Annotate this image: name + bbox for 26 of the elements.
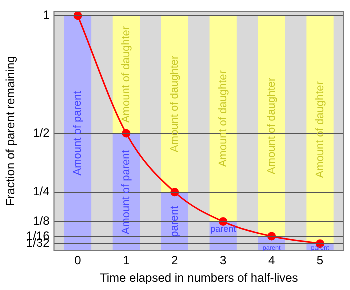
data-label: Amount of daughter	[168, 55, 181, 152]
data-label: Amount of daughter	[217, 70, 230, 168]
y-tick-label: 1	[43, 8, 50, 22]
bar	[210, 16, 237, 222]
x-axis-title: Time elapsed in numbers of half-lives	[100, 271, 298, 286]
data-label: parent	[210, 224, 237, 234]
x-tick-label: 2	[172, 254, 179, 268]
bar	[258, 16, 286, 236]
x-tick-label: 5	[316, 254, 324, 268]
data-label: parent	[168, 206, 181, 238]
y-tick-label: 1/4	[33, 184, 50, 199]
bar	[161, 16, 188, 192]
data-label: Amount of parent	[72, 91, 84, 176]
y-tick-label: 1/2	[33, 126, 50, 140]
data-label: Amount of daughter	[314, 81, 326, 178]
y-tick-label: 1/8	[33, 214, 50, 228]
data-label: Amount of parent	[120, 150, 132, 235]
data-label: Amount of daughter	[120, 26, 132, 124]
y-axis-title: Fraction of parent remaining	[4, 56, 18, 206]
bar	[306, 16, 334, 244]
x-tick-label: 4	[268, 254, 276, 268]
data-label: Amount of daughter	[266, 78, 278, 175]
x-tick-label: 0	[74, 254, 82, 268]
x-tick-label: 3	[220, 254, 228, 268]
bar	[64, 16, 92, 252]
x-tick-label: 1	[123, 254, 130, 268]
